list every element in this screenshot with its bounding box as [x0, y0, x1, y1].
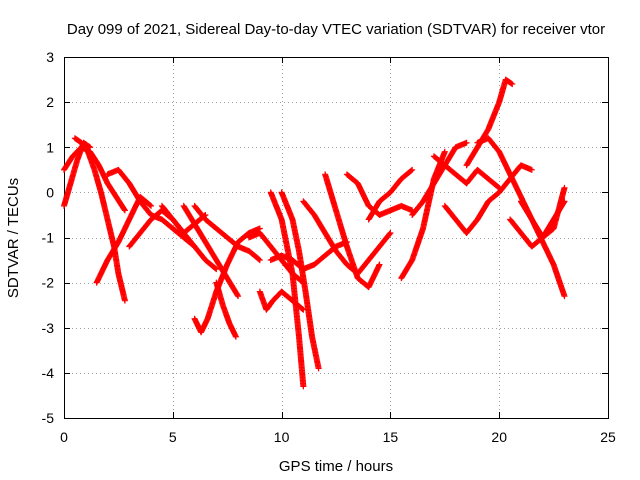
- data-point: [508, 80, 515, 87]
- x-tick-label: 25: [600, 429, 616, 445]
- series-arc-9: [191, 202, 263, 264]
- series-arc-24: [441, 162, 535, 236]
- data-point: [87, 144, 94, 151]
- data-point: [121, 297, 128, 304]
- data-point: [299, 305, 306, 312]
- data-point: [235, 293, 242, 300]
- data-point: [408, 167, 415, 174]
- x-tick-label: 15: [383, 429, 399, 445]
- data-point: [255, 256, 262, 263]
- data-points: [61, 76, 568, 390]
- data-point: [387, 229, 394, 236]
- data-point: [212, 265, 219, 272]
- data-point: [528, 166, 535, 173]
- data-point: [121, 207, 128, 214]
- data-point: [234, 292, 241, 299]
- data-point: [256, 257, 263, 264]
- data-point: [463, 139, 470, 146]
- data-point: [300, 383, 307, 390]
- axis-ticks: 0 5 10 15 20 25 -5 -4 -3 -2 -1 0 1 2 3: [42, 49, 616, 445]
- y-tick-label: 1: [46, 139, 54, 155]
- data-point: [86, 143, 93, 150]
- y-tick-label: -1: [42, 230, 55, 246]
- x-tick-label: 0: [60, 429, 68, 445]
- x-tick-label: 20: [491, 429, 507, 445]
- data-point: [386, 230, 393, 237]
- y-tick-label: -4: [42, 365, 55, 381]
- data-point: [213, 266, 220, 273]
- series-arc-22: [409, 139, 470, 218]
- series-arc-18: [322, 171, 383, 291]
- data-point: [147, 202, 154, 209]
- x-tick-label: 10: [274, 429, 290, 445]
- series-arc-19: [343, 171, 416, 218]
- series-arc-4: [93, 193, 155, 286]
- data-point: [561, 293, 568, 300]
- series-arc-25: [463, 76, 516, 169]
- data-point: [509, 81, 516, 88]
- data-point: [121, 206, 128, 213]
- series-arc-10: [191, 225, 263, 336]
- series-arc-8: [180, 202, 242, 300]
- y-tick-label: -2: [42, 275, 55, 291]
- data-point: [561, 184, 568, 191]
- series-arc-11: [213, 279, 239, 340]
- series-arc-23: [430, 153, 503, 191]
- data-point: [376, 261, 383, 268]
- data-point: [441, 148, 448, 155]
- series-arc-28: [517, 184, 568, 241]
- y-tick-label: 0: [46, 184, 54, 200]
- chart-title: Day 099 of 2021, Sidereal Day-to-day VTE…: [67, 21, 605, 38]
- series-arc-15: [267, 189, 307, 390]
- y-tick-label: 3: [46, 49, 54, 65]
- y-tick-label: 2: [46, 94, 54, 110]
- series-arc-20: [365, 166, 416, 223]
- data-point: [232, 333, 239, 340]
- data-point: [148, 202, 155, 209]
- y-tick-label: -3: [42, 320, 55, 336]
- data-point: [495, 184, 502, 191]
- series-arc-16: [278, 189, 322, 372]
- x-tick-label: 5: [169, 429, 177, 445]
- data-point: [409, 166, 416, 173]
- y-tick-label: -5: [42, 410, 55, 426]
- data-point: [315, 365, 322, 372]
- y-axis-label: SDTVAR / TECUs: [5, 178, 22, 298]
- x-axis-label: GPS time / hours: [279, 458, 393, 475]
- series-arc-3: [71, 135, 128, 304]
- grid: [64, 57, 608, 418]
